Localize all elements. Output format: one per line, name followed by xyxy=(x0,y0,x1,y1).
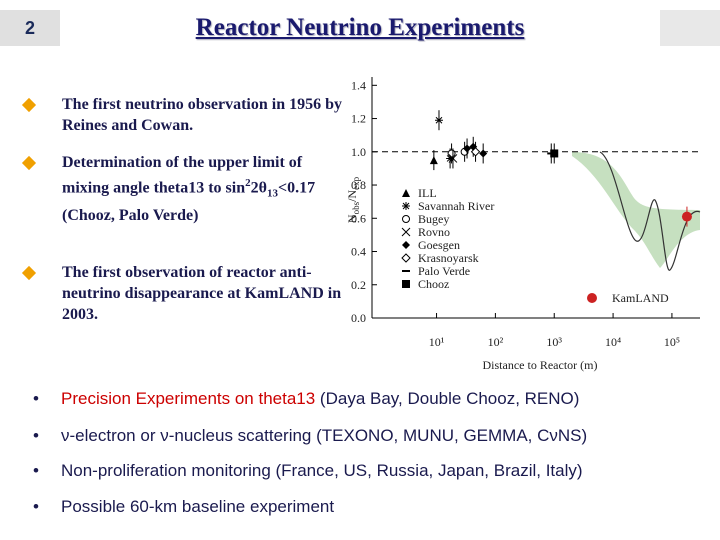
data-point xyxy=(463,144,472,153)
bottom-bullet: • Precision Experiments on theta13 (Daya … xyxy=(33,389,580,408)
bullet-marker xyxy=(21,265,37,281)
y-label-part: /N xyxy=(345,190,359,202)
bullet-text: Non-proliferation monitoring (France, US… xyxy=(61,461,583,480)
bullet-text: (Daya Bay, Double Chooz, RENO) xyxy=(315,389,580,408)
y-label-sub: exp xyxy=(351,176,361,189)
bullet-text: Precision Experiments on theta13 xyxy=(61,389,316,408)
legend-marker xyxy=(401,227,411,237)
corner-box xyxy=(660,10,720,46)
y-tick-label: 1.4 xyxy=(351,78,366,92)
data-point xyxy=(447,149,456,158)
bullet-marker xyxy=(21,97,37,113)
bullet-text: ν-electron or ν-nucleus scattering (TEXO… xyxy=(61,426,588,445)
x-tick-label: 10⁵ xyxy=(664,335,680,349)
data-point xyxy=(446,154,455,163)
y-axis-label: Nobs/Nexp xyxy=(345,176,361,223)
legend-marker xyxy=(402,189,410,197)
bullet-text: The first observation of reactor anti-ne… xyxy=(62,264,342,323)
x-tick-label: 10³ xyxy=(546,335,562,349)
y-tick-label: 1.0 xyxy=(351,145,366,159)
bullet: The first observation of reactor anti-ne… xyxy=(62,262,342,325)
legend-marker xyxy=(401,253,411,263)
y-tick-label: 1.2 xyxy=(351,112,366,126)
legend-label: Goesgen xyxy=(418,238,460,252)
legend-marker xyxy=(402,280,410,288)
legend-marker xyxy=(402,202,410,210)
bottom-bullet: • Possible 60-km baseline experiment xyxy=(33,497,335,516)
y-tick-label: 0.8 xyxy=(351,178,366,192)
bottom-bullet: • Non-proliferation monitoring (France, U… xyxy=(33,461,583,480)
bullet: Determination of the upper limit of mixi… xyxy=(62,152,342,226)
y-tick-label: 0.2 xyxy=(351,278,366,292)
legend-label: Chooz xyxy=(418,277,449,291)
bullet-text: Determination of the upper limit of mixi… xyxy=(62,154,303,197)
data-point xyxy=(470,147,481,157)
bullet-text: 2θ xyxy=(250,179,267,197)
legend-label: Rovno xyxy=(418,225,450,239)
data-point xyxy=(429,156,438,165)
data-point xyxy=(434,116,443,125)
bullet-text: The first neutrino observation in 1956 b… xyxy=(62,96,343,134)
legend-label: Bugey xyxy=(418,212,449,226)
legend-marker xyxy=(402,241,410,249)
prediction-band xyxy=(572,152,700,268)
slide-number: 2 xyxy=(0,10,60,46)
data-point xyxy=(681,211,692,222)
bullet-text: Possible 60-km baseline experiment xyxy=(61,497,335,516)
bullet-text: <0.17 (Chooz, Palo Verde) xyxy=(62,179,316,224)
x-tick-label: 10⁴ xyxy=(605,335,621,349)
data-point xyxy=(479,149,488,158)
y-label-part: N xyxy=(345,214,359,223)
subscript: 13 xyxy=(266,187,278,200)
prediction-curve xyxy=(599,151,701,271)
data-point xyxy=(550,149,559,158)
bullet: The first neutrino observation in 1956 b… xyxy=(62,94,342,136)
legend-label: Palo Verde xyxy=(418,264,470,278)
y-tick-label: 0.0 xyxy=(351,311,366,325)
x-tick-label: 10¹ xyxy=(429,335,445,349)
legend-label: Krasnoyarsk xyxy=(418,251,479,265)
legend-label: Savannah River xyxy=(418,199,494,213)
bullet-marker xyxy=(21,155,37,171)
y-tick-label: 0.4 xyxy=(351,245,366,259)
superscript: 2 xyxy=(245,177,251,189)
y-label-sub: obs xyxy=(351,201,361,214)
legend-label: KamLAND xyxy=(612,291,669,305)
legend-marker xyxy=(587,293,597,303)
data-point xyxy=(448,154,458,163)
legend-marker xyxy=(402,215,410,223)
bottom-bullet: • ν-electron or ν-nucleus scattering (TEX… xyxy=(33,426,588,445)
chart: Distance to Reactor (m) Nobs/Nexp 0.0 0.2… xyxy=(345,77,701,372)
y-tick-label: 0.6 xyxy=(351,211,366,225)
slide-title: Reactor Neutrino Experiments xyxy=(195,14,525,41)
legend-label: ILL xyxy=(418,186,437,200)
x-axis-label: Distance to Reactor (m) xyxy=(483,358,598,372)
x-tick-label: 10² xyxy=(488,335,504,349)
